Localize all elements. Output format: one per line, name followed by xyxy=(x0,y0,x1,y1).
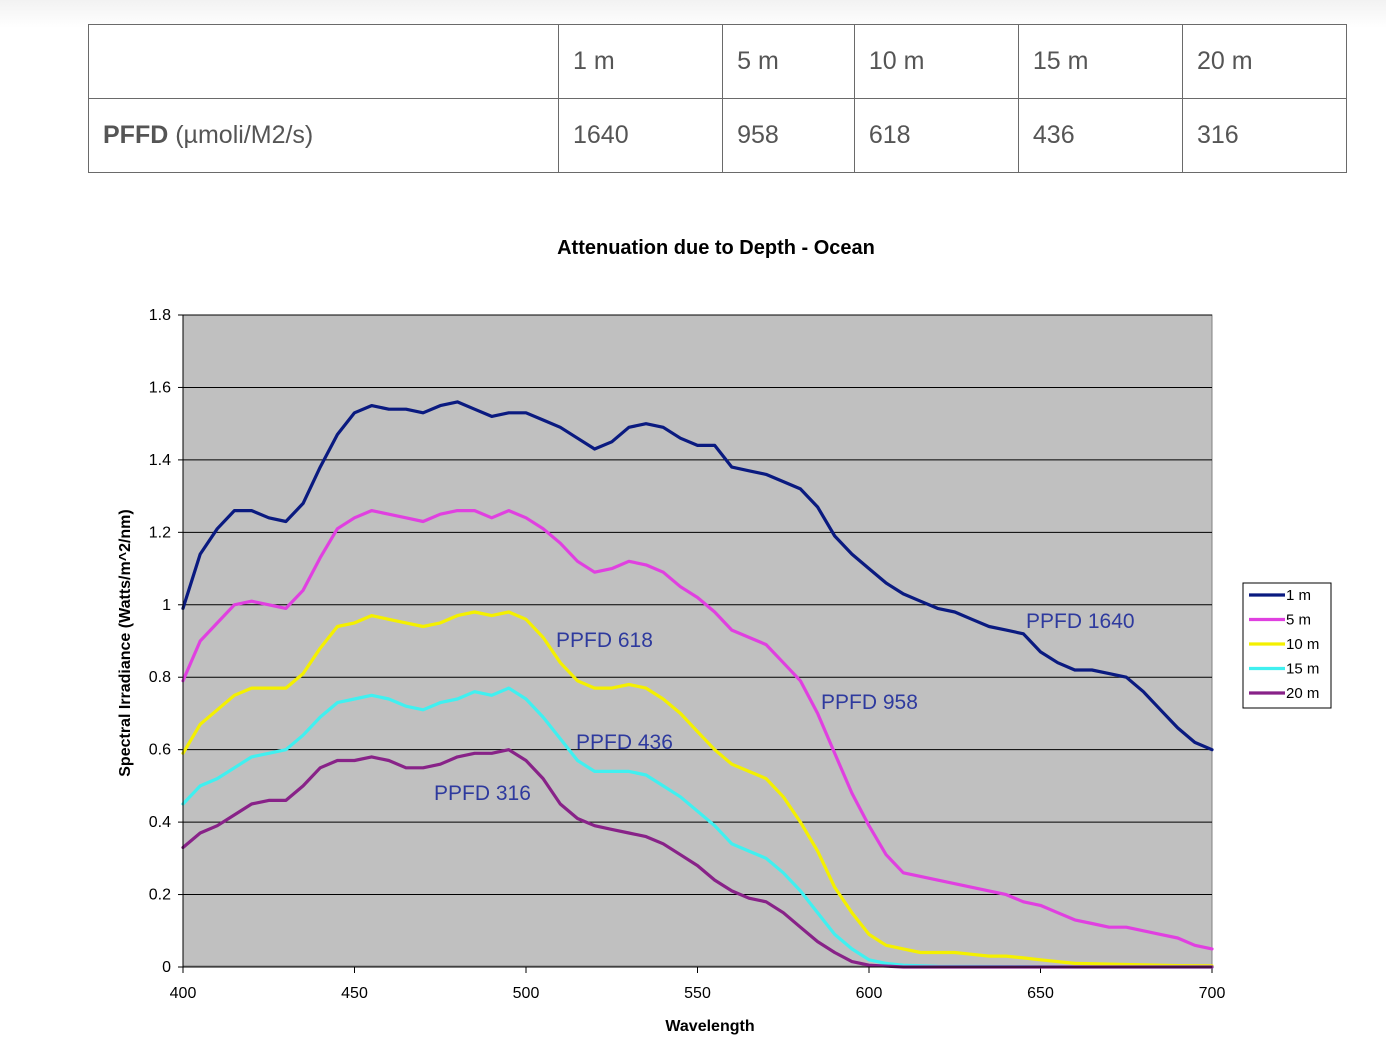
y-tick-label: 1 xyxy=(162,597,171,614)
plot-area xyxy=(182,314,1213,967)
table-cell: 316 xyxy=(1181,98,1348,173)
y-tick-label: 1.8 xyxy=(149,307,171,324)
table-cell: 1640 xyxy=(557,98,724,173)
y-tick-label: 0.6 xyxy=(149,742,171,759)
x-tick-label: 700 xyxy=(1199,985,1226,1002)
series-line-4 xyxy=(181,686,1214,969)
gridlines xyxy=(183,314,1212,896)
table-header-cell: 5 m xyxy=(722,24,855,99)
y-tick-label: 0.2 xyxy=(149,887,171,904)
legend-label: 20 m xyxy=(1286,685,1319,702)
y-axis-ticks: 0 0.2 0.4 0.6 0.8 1 1.2 1.4 1.6 1.8 xyxy=(149,307,183,976)
y-tick-label: 1.6 xyxy=(149,379,171,396)
y-axis-title: Spectral Irradiance (Watts/m^2/nm) xyxy=(117,509,134,777)
y-tick-label: 1.4 xyxy=(149,452,171,469)
legend-label: 10 m xyxy=(1286,636,1319,653)
series-line-3 xyxy=(181,610,1214,968)
legend: 1 m 5 m 10 m 15 m 20 m xyxy=(1242,582,1332,709)
row-label-cell: PFFD (µmoli/M2/s) xyxy=(88,98,559,173)
row-label-bold: PFFD xyxy=(103,121,169,149)
annotation-ppfd-618: PPFD 618 xyxy=(556,629,653,652)
x-tick-label: 400 xyxy=(170,985,197,1002)
ppfd-table: 1 m 5 m 10 m 15 m 20 m PFFD (µmoli/M2/s)… xyxy=(88,24,1348,173)
row-label-unit: (µmoli/M2/s) xyxy=(175,121,314,149)
table-cell: 958 xyxy=(722,98,855,173)
legend-label: 15 m xyxy=(1286,661,1319,678)
legend-label: 5 m xyxy=(1286,612,1311,629)
table-cell: 436 xyxy=(1017,98,1183,173)
annotation-ppfd-436: PPFD 436 xyxy=(576,731,673,754)
table-row: PFFD (µmoli/M2/s) 1640 958 618 436 316 xyxy=(88,98,1348,173)
table-cell: 618 xyxy=(853,98,1019,173)
table-header-cell: 20 m xyxy=(1181,24,1348,99)
series-line-5 xyxy=(181,748,1214,969)
y-tick-label: 0.8 xyxy=(149,669,171,686)
x-axis-ticks: 400 450 500 550 600 650 700 xyxy=(170,967,1226,1002)
table-header-cell: 1 m xyxy=(557,24,724,99)
annotation-ppfd-958: PPFD 958 xyxy=(821,691,918,714)
x-tick-label: 450 xyxy=(341,985,368,1002)
x-tick-label: 650 xyxy=(1027,985,1054,1002)
y-tick-label: 1.2 xyxy=(149,524,171,541)
y-tick-label: 0.4 xyxy=(149,814,171,831)
x-tick-label: 600 xyxy=(856,985,883,1002)
x-axis-title: Wavelength xyxy=(665,1018,754,1035)
annotation-ppfd-316: PPFD 316 xyxy=(434,782,531,805)
legend-label: 1 m xyxy=(1286,587,1311,604)
chart-title: Attenuation due to Depth - Ocean xyxy=(557,237,875,259)
annotation-ppfd-1640: PPFD 1640 xyxy=(1026,610,1135,633)
table-header-cell xyxy=(88,24,559,99)
series-line-2 xyxy=(181,509,1214,951)
y-tick-label: 0 xyxy=(162,959,171,976)
series-lines xyxy=(181,400,1214,969)
x-tick-label: 550 xyxy=(684,985,711,1002)
series-line-1 xyxy=(181,400,1214,752)
legend-items: 1 m 5 m 10 m 15 m 20 m xyxy=(1249,587,1319,702)
x-tick-label: 500 xyxy=(513,985,540,1002)
